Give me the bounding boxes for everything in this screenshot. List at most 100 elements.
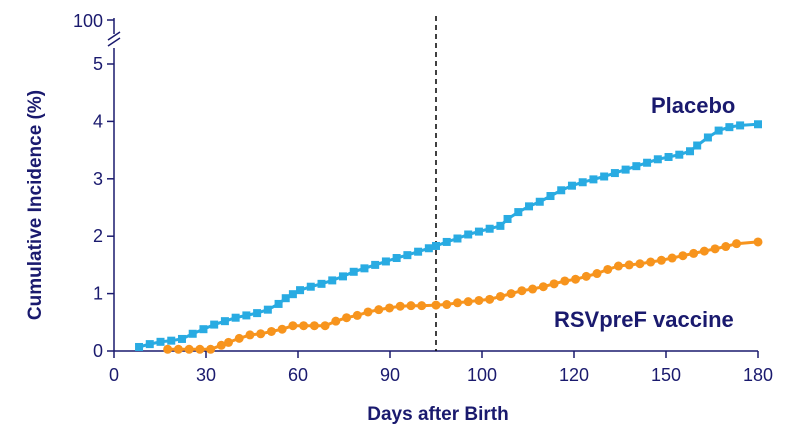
- data-point: [538, 282, 548, 292]
- data-point: [710, 244, 720, 254]
- data-point: [195, 344, 205, 354]
- data-point: [392, 254, 401, 263]
- data-point: [535, 197, 544, 206]
- data-point: [231, 313, 240, 322]
- data-point: [560, 276, 570, 286]
- data-point: [135, 342, 144, 351]
- data-point: [503, 214, 512, 223]
- data-point: [442, 237, 451, 246]
- data-point: [184, 344, 194, 354]
- data-point: [167, 336, 176, 345]
- data-point: [299, 321, 309, 331]
- data-point: [589, 175, 598, 184]
- data-point: [699, 246, 709, 256]
- data-point: [431, 300, 441, 310]
- data-point: [234, 333, 244, 343]
- data-point: [567, 181, 576, 190]
- data-point: [432, 241, 440, 250]
- data-point: [274, 299, 283, 308]
- data-point: [245, 330, 255, 340]
- data-point: [384, 303, 394, 313]
- data-point: [689, 248, 699, 258]
- x-tick-label: 120: [559, 365, 589, 385]
- data-point: [463, 297, 473, 307]
- data-point: [621, 165, 630, 174]
- data-point: [646, 257, 656, 267]
- data-point: [352, 310, 362, 320]
- data-point: [485, 224, 494, 233]
- data-point: [210, 320, 219, 329]
- data-point: [309, 321, 319, 331]
- data-point: [145, 340, 154, 349]
- data-point: [571, 274, 581, 284]
- data-point: [173, 344, 183, 354]
- data-point: [549, 279, 559, 289]
- data-point: [678, 251, 688, 261]
- data-point: [331, 316, 341, 326]
- y-tick-label: 1: [93, 284, 103, 304]
- data-point: [206, 344, 216, 354]
- data-point: [643, 158, 652, 167]
- data-point: [653, 155, 662, 164]
- data-point: [424, 244, 433, 253]
- data-point: [603, 264, 613, 274]
- data-point: [656, 255, 666, 265]
- data-point: [693, 141, 702, 150]
- axes: 0 1 2 3 4 5 100 0 30 60 90 100 120 150 180: [73, 11, 773, 385]
- data-point: [675, 150, 684, 159]
- series-layer: [135, 120, 763, 354]
- data-point: [288, 290, 297, 299]
- y-tick-label: 3: [93, 169, 103, 189]
- data-point: [495, 291, 505, 301]
- data-point: [417, 301, 427, 311]
- data-point: [306, 282, 315, 291]
- data-point: [288, 321, 298, 331]
- data-point: [725, 123, 734, 132]
- y-tick-label: 0: [93, 341, 103, 361]
- data-point: [242, 311, 251, 320]
- data-point: [188, 329, 197, 338]
- data-point: [320, 321, 330, 331]
- data-point: [349, 267, 358, 276]
- data-point: [177, 334, 186, 343]
- data-point: [525, 202, 534, 211]
- data-point: [496, 221, 505, 230]
- data-point: [216, 340, 226, 350]
- data-point: [266, 326, 276, 336]
- data-point: [632, 162, 641, 171]
- data-point: [557, 186, 566, 195]
- data-point: [592, 269, 602, 279]
- data-point: [610, 169, 619, 178]
- data-point: [328, 276, 337, 285]
- data-point: [296, 286, 305, 295]
- data-point: [732, 239, 742, 249]
- data-point: [464, 230, 473, 239]
- data-point: [600, 172, 609, 181]
- data-point: [624, 260, 634, 270]
- data-point: [546, 192, 555, 201]
- data-point: [223, 337, 233, 347]
- data-point: [528, 284, 538, 294]
- series-label-vaccine: RSVpreF vaccine: [554, 307, 734, 332]
- data-point: [156, 337, 165, 346]
- data-point: [199, 325, 208, 334]
- data-point: [635, 259, 645, 269]
- data-point: [342, 313, 352, 323]
- data-point: [667, 253, 677, 263]
- data-point: [256, 329, 266, 339]
- x-tick-label: 100: [467, 365, 497, 385]
- data-point: [317, 279, 326, 288]
- data-point: [474, 295, 484, 305]
- data-point: [474, 227, 483, 236]
- data-point: [514, 208, 523, 217]
- data-point: [736, 121, 745, 130]
- data-point: [363, 307, 373, 317]
- x-tick-label: 90: [380, 365, 400, 385]
- data-point: [714, 126, 723, 135]
- data-point: [703, 133, 712, 142]
- data-point: [721, 242, 731, 252]
- x-axis-title: Days after Birth: [367, 404, 509, 425]
- x-tick-label: 60: [288, 365, 308, 385]
- series-1: [163, 237, 763, 354]
